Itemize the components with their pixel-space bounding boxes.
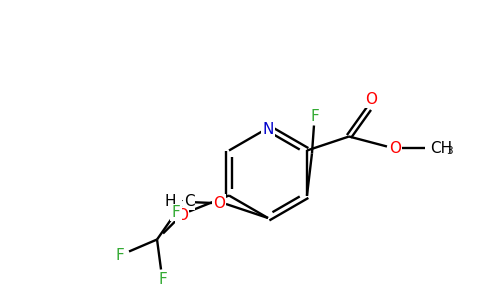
Text: F: F: [311, 109, 319, 124]
Text: O: O: [365, 92, 377, 107]
Text: F: F: [172, 205, 181, 220]
Text: O: O: [213, 196, 225, 211]
Text: H: H: [165, 194, 176, 209]
Text: C: C: [184, 194, 194, 209]
Text: F: F: [159, 272, 167, 287]
Text: N: N: [262, 122, 273, 136]
Text: CH: CH: [430, 141, 452, 156]
Text: 3: 3: [446, 146, 452, 157]
Text: 3: 3: [180, 200, 186, 210]
Text: O: O: [176, 208, 188, 223]
Text: F: F: [116, 248, 124, 263]
Text: O: O: [389, 141, 401, 156]
